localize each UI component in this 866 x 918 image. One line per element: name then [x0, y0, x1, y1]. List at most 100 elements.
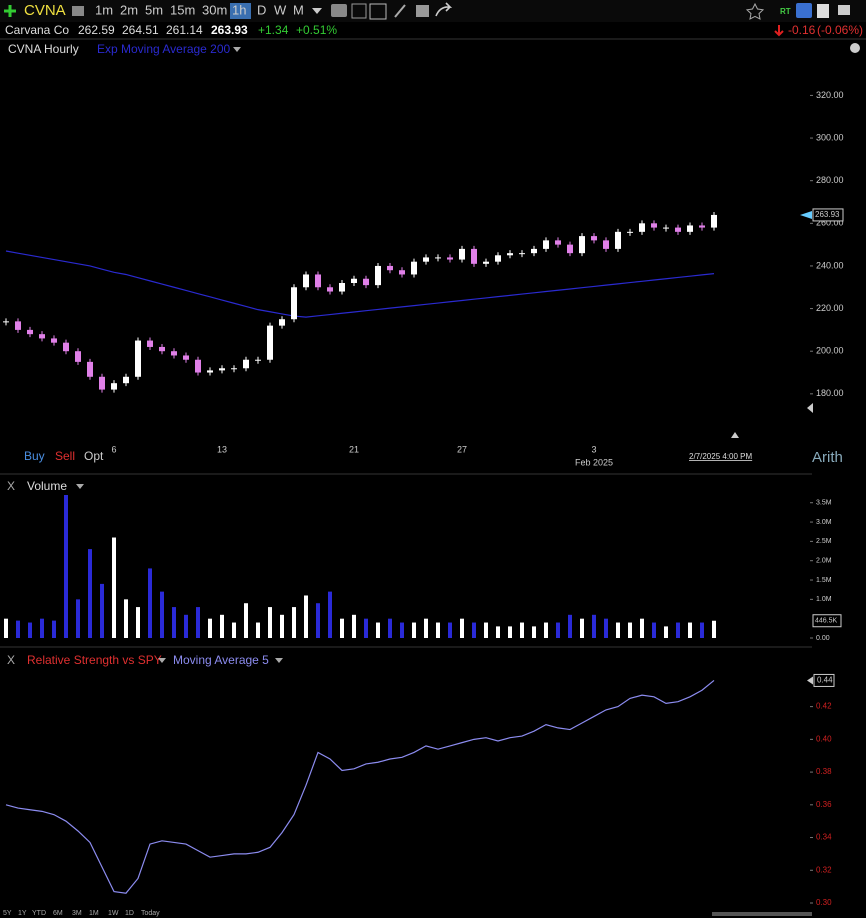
volume-bar: [124, 599, 128, 638]
settings-icon[interactable]: [850, 43, 860, 53]
interval[interactable]: 2m: [120, 2, 138, 17]
candle: [87, 361, 93, 377]
range-button[interactable]: 1W: [108, 910, 119, 917]
candle: [375, 265, 381, 286]
opt-button[interactable]: Opt: [84, 449, 104, 463]
realtime-badge: RT: [780, 7, 791, 16]
symbol[interactable]: CVNA: [24, 2, 66, 19]
candle: [699, 225, 705, 228]
add-icon[interactable]: [4, 5, 16, 17]
ema-dropdown[interactable]: [233, 47, 241, 52]
range-button[interactable]: YTD: [32, 910, 46, 917]
candle: [663, 227, 669, 229]
y-tick-label: 200.00: [816, 346, 844, 356]
scrollbar[interactable]: [712, 912, 812, 916]
open: 262.59: [78, 23, 115, 37]
volume-bar: [328, 591, 332, 638]
volume-bar: [640, 618, 644, 638]
volume-bar: [76, 599, 80, 638]
volume-bar: [520, 622, 524, 638]
ema-line: [5, 250, 715, 318]
x-tick-label: 6: [111, 444, 116, 454]
x-tick-label: 27: [457, 444, 467, 454]
save-icon[interactable]: [817, 4, 829, 18]
volume-bar: [112, 537, 116, 638]
volume-bar: [628, 622, 632, 638]
interval[interactable]: W: [274, 2, 287, 17]
interval[interactable]: 30m: [202, 2, 227, 17]
studies-icon[interactable]: [369, 3, 387, 20]
y-tick-label: 320.00: [816, 90, 844, 100]
favorite-icon[interactable]: [745, 2, 765, 20]
volume-bar: [316, 603, 320, 638]
interval[interactable]: 5m: [145, 2, 163, 17]
range-button[interactable]: Today: [141, 910, 160, 917]
volume-bar: [688, 622, 692, 638]
x-tick-label: 3: [591, 444, 596, 454]
draw-icon[interactable]: [394, 4, 406, 18]
y-tick-label: 260.00: [816, 218, 844, 228]
range-button[interactable]: 3M: [72, 910, 82, 917]
interval[interactable]: 1m: [95, 2, 113, 17]
candle: [99, 376, 105, 390]
candle: [435, 257, 441, 259]
volume-bar: [340, 618, 344, 638]
candle: [291, 287, 297, 320]
close-volume[interactable]: X: [7, 479, 15, 493]
range-button[interactable]: 1D: [125, 910, 134, 917]
candle: [651, 223, 657, 228]
y-tick-label: 0.30: [816, 898, 832, 907]
volume-bar: [160, 591, 164, 638]
share-icon[interactable]: [435, 2, 453, 17]
window-icon[interactable]: [838, 5, 850, 15]
y-tick-label: 1.5M: [816, 577, 832, 584]
candle: [351, 278, 357, 283]
y-tick-label: 240.00: [816, 260, 844, 270]
close-rs[interactable]: X: [7, 653, 15, 667]
candle: [147, 340, 153, 347]
layout-icon[interactable]: [351, 3, 367, 19]
company-name: Carvana Co: [5, 23, 69, 37]
candle: [51, 338, 57, 343]
candle: [507, 253, 513, 256]
notes-icon[interactable]: [416, 5, 429, 17]
s-icon[interactable]: [796, 3, 812, 18]
range-button[interactable]: 1M: [89, 910, 99, 917]
volume-bar: [4, 618, 8, 638]
interval[interactable]: D: [257, 2, 266, 17]
buy-button[interactable]: Buy: [24, 449, 45, 463]
volume-bar: [580, 618, 584, 638]
volume-bar: [220, 614, 224, 638]
ma-name[interactable]: Moving Average 5: [173, 653, 269, 667]
candle: [615, 231, 621, 249]
candle: [135, 340, 141, 377]
chart-type-icon[interactable]: [331, 4, 347, 17]
candle: [387, 265, 393, 271]
range-button[interactable]: 6M: [53, 910, 63, 917]
volume-bar: [256, 622, 260, 638]
volume-bar: [532, 626, 536, 638]
range-button[interactable]: 5Y: [3, 910, 12, 917]
interval-dropdown[interactable]: [312, 8, 322, 14]
x-tick-label: 13: [217, 444, 227, 454]
volume-bar: [64, 495, 68, 638]
range-button[interactable]: 1Y: [18, 910, 27, 917]
sell-button[interactable]: Sell: [55, 449, 75, 463]
y-tick-label: 2.5M: [816, 538, 832, 545]
candle: [15, 321, 21, 330]
y-tick-label: 0.40: [816, 734, 832, 743]
interval[interactable]: 15m: [170, 2, 195, 17]
interval[interactable]: 1h: [232, 2, 246, 17]
toolbar: [0, 0, 866, 22]
scale-mode[interactable]: Arith: [812, 449, 843, 466]
y-tick-label: 0.38: [816, 767, 832, 776]
ema-name[interactable]: Exp Moving Average 200: [97, 42, 231, 56]
y-tick-label: 300.00: [816, 132, 844, 142]
compare-icon[interactable]: [72, 6, 84, 16]
candle: [675, 227, 681, 232]
volume-bar: [196, 607, 200, 638]
volume-bar: [472, 622, 476, 638]
candle: [519, 253, 525, 255]
volume-dropdown[interactable]: [76, 484, 84, 489]
interval[interactable]: M: [293, 2, 304, 17]
